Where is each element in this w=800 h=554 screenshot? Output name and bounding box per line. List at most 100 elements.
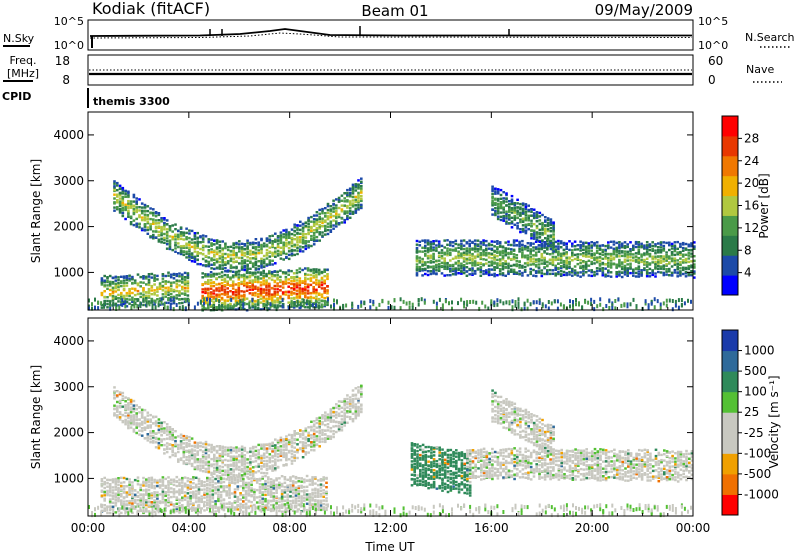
echo-cell	[221, 264, 224, 267]
echo-cell	[329, 212, 333, 216]
echo-cell	[317, 285, 321, 288]
echo-cell	[118, 211, 122, 214]
echo-cell	[579, 246, 582, 250]
echo-cell	[201, 442, 205, 445]
echo-cell	[552, 222, 555, 226]
echo-cell	[332, 410, 335, 414]
echo-cell	[304, 429, 308, 432]
echo-cell	[518, 243, 521, 246]
echo-cell	[476, 250, 480, 253]
echo-cell	[357, 411, 360, 414]
echo-cell	[312, 423, 316, 426]
echo-cell	[516, 202, 519, 205]
echo-cell	[329, 420, 333, 423]
echo-cell	[329, 205, 333, 208]
echo-cell	[113, 407, 116, 410]
echo-cell	[571, 274, 574, 277]
echo-cell	[207, 262, 211, 266]
echo-cell	[232, 455, 235, 458]
echo-cell	[354, 405, 358, 409]
echo-cell	[326, 301, 329, 305]
echo-cell	[207, 295, 210, 299]
cpid-value: themis 3300	[93, 95, 170, 108]
echo-cell	[260, 247, 263, 250]
echo-cell	[268, 459, 272, 462]
echo-cell	[615, 255, 618, 258]
echo-cell	[651, 261, 654, 264]
echo-cell	[262, 245, 266, 248]
echo-cell	[320, 283, 324, 287]
echo-cell	[657, 258, 660, 262]
echo-cell	[273, 304, 277, 307]
echo-cell	[360, 184, 363, 188]
echo-cell	[235, 461, 238, 464]
echo-cell	[231, 274, 235, 277]
echo-cell	[231, 306, 235, 310]
echo-cell	[309, 303, 313, 306]
echo-cell	[157, 225, 161, 228]
echo-cell	[143, 213, 147, 216]
echo-cell	[218, 275, 221, 279]
echo-cell	[274, 232, 277, 235]
echo-cell	[285, 458, 288, 462]
echo-cell	[526, 274, 530, 277]
echo-cell	[662, 257, 666, 261]
echo-cell	[482, 253, 485, 256]
echo-cell	[496, 208, 500, 211]
echo-cell	[178, 302, 181, 305]
echo-cell	[612, 258, 616, 261]
echo-cell	[177, 245, 180, 249]
echo-cell	[620, 250, 624, 253]
echo-cell	[529, 302, 532, 307]
echo-cell	[515, 244, 519, 247]
echo-cell	[221, 258, 224, 261]
echo-cell	[571, 242, 574, 245]
echo-cell	[494, 190, 497, 193]
echo-cell	[282, 445, 285, 448]
echo-cell	[354, 189, 358, 192]
echo-cell	[485, 251, 488, 254]
echo-cell	[508, 300, 511, 305]
echo-cell	[301, 441, 305, 444]
echo-cell	[148, 302, 151, 307]
echo-cell	[248, 288, 252, 291]
echo-cell	[276, 455, 280, 459]
echo-cell	[281, 283, 285, 286]
echo-cell	[516, 206, 519, 209]
echo-cell	[399, 306, 402, 311]
echo-cell	[446, 247, 449, 250]
echo-cell	[549, 230, 553, 233]
echo-cell	[415, 263, 419, 266]
echo-cell	[584, 241, 588, 244]
echo-cell	[188, 232, 191, 235]
echo-cell	[249, 471, 252, 474]
echo-cell	[304, 241, 308, 244]
echo-cell	[595, 256, 599, 259]
echo-cell	[629, 241, 632, 244]
echo-cell	[128, 289, 131, 293]
echo-cell	[426, 243, 430, 246]
echo-cell	[114, 287, 118, 290]
echo-cell	[557, 242, 560, 245]
echo-cell	[654, 260, 657, 264]
echo-cell	[562, 263, 566, 266]
echo-cell	[120, 281, 123, 285]
echo-cell	[454, 247, 458, 250]
echo-cell	[354, 415, 358, 418]
echo-cell	[201, 304, 204, 307]
echo-cell	[128, 298, 131, 301]
echo-cell	[490, 257, 494, 260]
echo-cell	[496, 298, 499, 303]
echo-cell	[510, 216, 514, 219]
echo-cell	[231, 270, 235, 273]
echo-cell	[490, 247, 494, 250]
echo-cell	[346, 400, 349, 404]
echo-cell	[584, 260, 588, 264]
y-tick-label: 4000	[53, 128, 84, 142]
echo-cell	[235, 253, 238, 257]
echo-cell	[293, 223, 296, 226]
echo-cell	[679, 257, 682, 260]
echo-cell	[321, 224, 324, 228]
echo-cell	[541, 213, 544, 217]
echo-cell	[260, 249, 263, 252]
